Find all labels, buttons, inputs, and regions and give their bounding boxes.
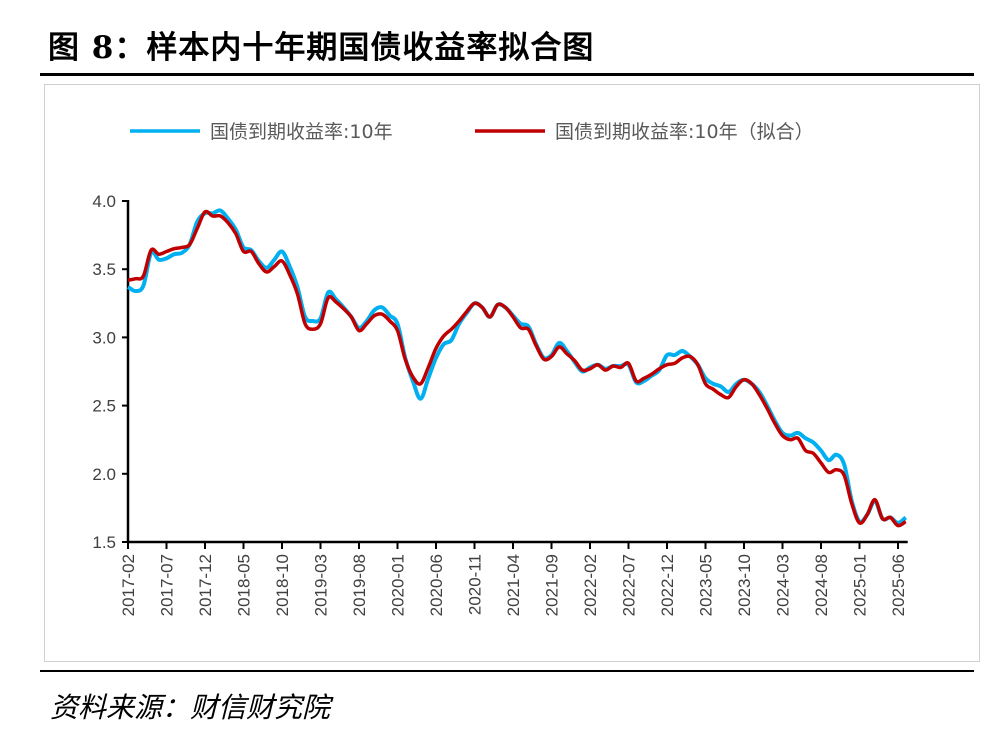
x-tick-label: 2024-08 [812,554,831,616]
x-tick-label: 2019-08 [350,554,369,616]
title-rule [40,73,974,76]
y-tick-label: 4.0 [92,192,116,211]
x-tick-label: 2017-12 [196,554,215,616]
x-tick-label: 2025-06 [889,554,908,616]
x-tick-label: 2025-01 [851,554,870,616]
series-line-fitted [127,209,907,528]
legend-label-actual: 国债到期收益率:10年 [210,121,393,143]
x-tick-label: 2017-02 [119,554,138,616]
legend: 国债到期收益率:10年 国债到期收益率:10年（拟合） [130,121,814,143]
y-tick-label: 2.0 [92,465,116,484]
y-tick-label: 3.5 [92,260,116,279]
figure-title: 图 8：样本内十年期国债收益率拟合图 [48,30,595,66]
x-tick-label: 2022-12 [658,554,677,616]
source-note: 资料来源：财信财究院 [50,691,331,724]
x-tick-label: 2021-09 [543,554,562,616]
x-tick-label: 2020-11 [466,554,485,615]
legend-label-fitted: 国债到期收益率:10年（拟合） [555,121,814,143]
x-tick-label: 2021-04 [504,554,523,616]
x-tick-label: 2024-03 [774,554,793,616]
x-tick-label: 2023-10 [735,554,754,616]
y-tick-label: 3.0 [92,328,116,347]
x-tick-label: 2022-07 [620,554,639,616]
source-rule [40,670,974,672]
x-tick-label: 2017-07 [158,554,177,616]
x-tick-label: 2022-02 [581,554,600,616]
series-line-actual [126,208,908,525]
x-tick-label: 2020-01 [389,554,408,616]
chart-frame [44,84,980,662]
x-tick-label: 2020-06 [427,554,446,616]
axes: 1.5 2.0 2.5 3.0 3.5 4.0 2017-02 2017-07 2017-12 2… [92,192,908,616]
series-lines [126,208,908,528]
x-tick-label: 2018-05 [235,554,254,616]
y-tick-label: 2.5 [92,397,116,416]
x-tick-label: 2019-03 [312,554,331,616]
x-tick-label: 2018-10 [273,554,292,616]
x-tick-label: 2023-05 [697,554,716,616]
y-tick-label: 1.5 [92,533,116,552]
